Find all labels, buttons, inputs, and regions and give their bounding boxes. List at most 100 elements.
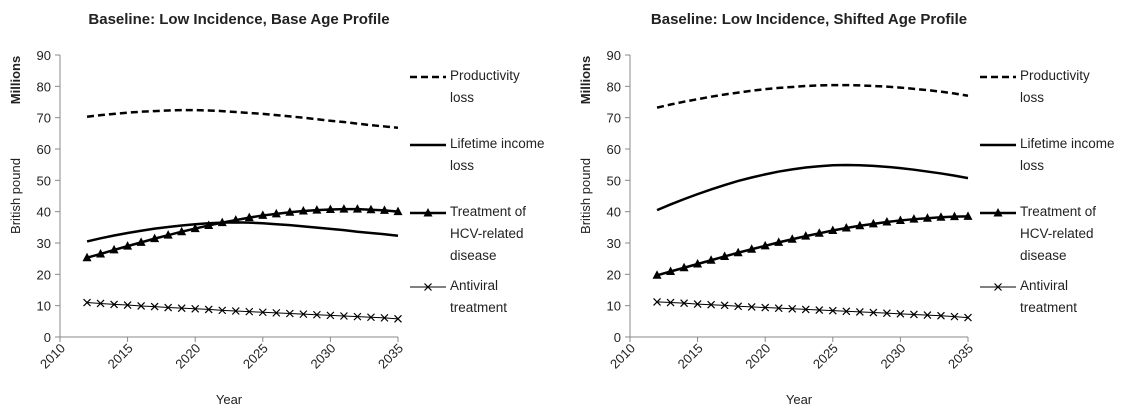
legend-label: Treatment of HCV-related disease	[1020, 204, 1097, 263]
marker	[285, 207, 295, 216]
series	[652, 211, 973, 279]
marker	[109, 244, 119, 254]
marker	[123, 301, 132, 309]
marker	[380, 313, 389, 322]
marker	[123, 241, 133, 250]
x-tick-label: 2020	[742, 341, 773, 372]
marker	[842, 307, 851, 316]
y-tick-label: 50	[37, 173, 51, 188]
legend-label: Productivity loss	[1020, 68, 1090, 105]
marker	[679, 262, 689, 272]
marker	[680, 299, 689, 308]
marker	[379, 205, 389, 214]
x-axis-label: Year	[216, 392, 243, 407]
x-tick-label: 2010	[37, 341, 68, 372]
x-tick-label: 2015	[105, 341, 136, 372]
x-tick-label: 2025	[240, 341, 271, 372]
y-unit-label: Millions	[578, 56, 593, 104]
marker	[285, 309, 294, 318]
marker	[909, 310, 918, 319]
marker	[231, 307, 240, 315]
x-tick-label: 2030	[877, 341, 908, 372]
y-tick-label: 0	[614, 330, 621, 345]
chart-title: Baseline: Low Incidence, Base Age Profil…	[88, 11, 389, 28]
marker	[720, 251, 730, 260]
marker	[666, 298, 675, 307]
line	[87, 302, 399, 320]
marker	[190, 223, 200, 233]
marker	[868, 218, 878, 228]
marker	[353, 312, 362, 321]
marker	[937, 311, 945, 320]
x-tick-label: 2025	[810, 341, 841, 372]
y-tick-label: 90	[37, 48, 51, 63]
marker	[352, 204, 362, 213]
marker	[245, 307, 254, 316]
marker	[177, 304, 186, 313]
marker	[841, 222, 851, 232]
y-tick-label: 90	[607, 48, 621, 63]
marker	[815, 306, 824, 314]
line	[86, 108, 399, 129]
marker	[423, 208, 433, 217]
y-tick-label: 40	[607, 205, 621, 220]
marker	[110, 300, 119, 309]
legend-label: Lifetime income loss	[1020, 136, 1115, 173]
y-tick-label: 60	[37, 142, 51, 157]
x-tick-label: 2035	[945, 341, 976, 372]
marker	[707, 300, 716, 309]
marker	[299, 310, 308, 319]
marker	[869, 308, 878, 317]
marker	[801, 231, 811, 240]
marker	[271, 208, 281, 218]
marker	[964, 313, 972, 322]
y-tick-label: 40	[37, 205, 51, 220]
marker	[312, 310, 321, 319]
chart-title: Baseline: Low Incidence, Shifted Age Pro…	[651, 11, 967, 28]
x-tick-label: 2035	[375, 341, 406, 372]
marker	[828, 306, 837, 315]
marker	[747, 302, 756, 311]
y-tick-label: 20	[607, 267, 621, 282]
marker	[666, 266, 676, 276]
marker	[137, 302, 146, 310]
marker	[788, 304, 797, 313]
marker	[733, 247, 743, 257]
marker	[272, 308, 281, 317]
line	[86, 221, 399, 243]
marker	[963, 211, 973, 220]
marker	[298, 206, 308, 215]
line	[656, 215, 969, 277]
marker	[218, 306, 227, 315]
marker	[244, 212, 254, 222]
marker	[774, 237, 784, 246]
series	[86, 221, 399, 243]
line	[656, 83, 969, 109]
y-tick-label: 0	[44, 330, 51, 345]
y-axis-label: British pound	[578, 158, 593, 234]
marker	[774, 304, 783, 313]
marker	[231, 215, 241, 224]
x-axis-label: Year	[786, 392, 813, 407]
marker	[366, 204, 376, 214]
marker	[312, 205, 322, 214]
y-tick-label: 70	[607, 111, 621, 126]
series	[82, 204, 403, 262]
marker	[855, 220, 865, 230]
legend-label: Productivity loss	[450, 68, 520, 105]
marker	[747, 244, 757, 253]
marker	[922, 213, 932, 222]
marker	[339, 312, 348, 320]
marker	[258, 210, 268, 219]
marker	[164, 303, 173, 312]
series	[86, 108, 399, 129]
marker	[191, 304, 200, 313]
marker	[652, 270, 662, 279]
marker	[693, 300, 702, 309]
y-tick-label: 30	[607, 236, 621, 251]
y-tick-label: 60	[607, 142, 621, 157]
marker	[325, 204, 335, 213]
marker	[895, 215, 905, 224]
